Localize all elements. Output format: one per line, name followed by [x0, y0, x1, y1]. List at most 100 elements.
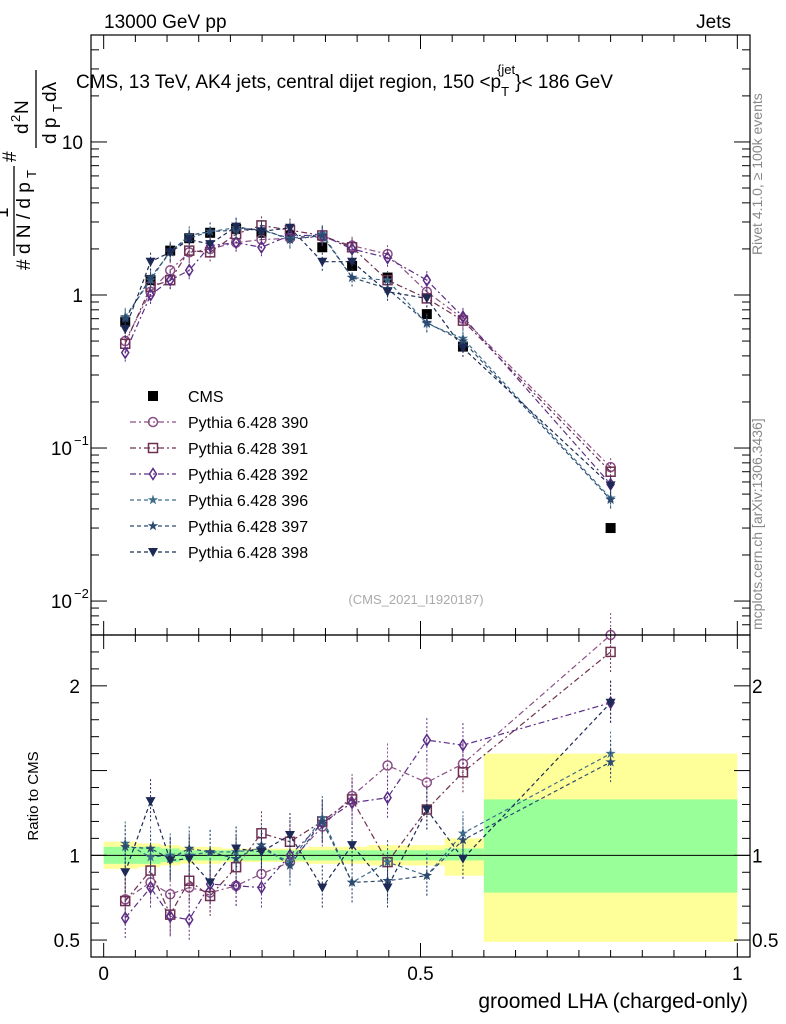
plot-title-sup: {jet — [497, 62, 515, 77]
ratio-point — [382, 760, 393, 771]
ratio-point — [422, 733, 432, 747]
ratio-point — [165, 856, 176, 866]
ratio-point — [382, 856, 393, 867]
band-green-12 — [444, 848, 484, 861]
ratio-point — [421, 805, 432, 815]
data-point — [256, 227, 267, 237]
data-point — [165, 248, 176, 258]
header-right: Jets — [696, 12, 731, 33]
ratio-point — [346, 794, 358, 805]
y-axis-label-main: # d N / d p T 1 # d p T dλ d 2 N — [0, 70, 65, 270]
svg-text:2: 2 — [8, 115, 23, 122]
ratio-point — [256, 847, 267, 857]
y-tick-label-ratio-right: 1 — [752, 846, 763, 867]
ratio-point — [382, 875, 393, 886]
analysis-id: (CMS_2021_I1920187) — [348, 592, 483, 607]
svg-text:1: 1 — [0, 207, 13, 218]
data-point — [120, 324, 131, 334]
y-tick-label-main: 10 — [51, 439, 72, 460]
ratio-point — [421, 777, 433, 788]
data-series — [119, 216, 616, 942]
legend-item: Pythia 6.428 390 — [130, 415, 308, 432]
data-point — [120, 345, 130, 360]
data-point — [184, 235, 195, 245]
ratio-point — [284, 860, 296, 870]
data-point — [205, 240, 216, 250]
legend-label: CMS — [188, 389, 224, 406]
data-point — [231, 235, 241, 250]
y-tick-label-ratio: 2 — [69, 677, 80, 698]
y-tick-label-main: 1 — [72, 286, 83, 307]
data-point — [184, 263, 194, 278]
legend-item: Pythia 6.428 392 — [130, 467, 308, 484]
ratio-point — [231, 878, 241, 893]
legend-marker — [147, 442, 159, 454]
x-axis-label: groomed LHA (charged-only) — [478, 990, 748, 1013]
series-line — [124, 225, 612, 486]
ratio-point — [383, 790, 392, 805]
ratio-point — [346, 876, 358, 887]
ratio-point — [146, 880, 155, 895]
ratio-point — [347, 795, 357, 810]
y-tick-label-ratio-right: 2 — [752, 677, 763, 698]
ratio-point — [457, 767, 469, 778]
legend-label: Pythia 6.428 392 — [188, 467, 308, 484]
rivet-label: Rivet 4.1.0, ≥ 100k events — [749, 93, 765, 255]
band-green-13 — [483, 799, 738, 893]
data-point — [382, 274, 393, 285]
ratio-point — [317, 883, 328, 893]
ratio-point — [184, 854, 195, 864]
data-point — [231, 222, 242, 232]
ratio-point — [183, 875, 195, 886]
legend-marker — [147, 416, 159, 428]
data-point — [457, 344, 468, 354]
data-point — [422, 273, 432, 288]
ratio-point — [120, 911, 130, 925]
ratio-uncertainty-bands — [103, 753, 738, 942]
legend-marker — [147, 494, 159, 505]
data-point — [284, 223, 295, 233]
y-tick-label-main: 10 — [51, 592, 72, 613]
ratio-point — [184, 843, 195, 853]
series-pythia-6-428-398 — [120, 217, 616, 495]
ratio-point — [457, 854, 468, 864]
svg-text:T: T — [24, 170, 39, 178]
svg-text:#: # — [14, 259, 35, 270]
ratio-line — [124, 651, 611, 916]
legend-label: Pythia 6.428 397 — [188, 519, 308, 536]
ratio-point — [458, 738, 468, 753]
ratio-pythia-6-428-398 — [120, 680, 616, 910]
y-tick-label-ratio: 1 — [69, 846, 80, 867]
data-point — [165, 273, 175, 288]
ratio-point — [421, 870, 433, 881]
ratio-point — [120, 868, 131, 878]
data-point — [382, 287, 393, 297]
ratio-point — [256, 839, 267, 850]
y-tick-label-ratio: 0.5 — [54, 931, 80, 952]
y-tick-label-ratio-right: 0.5 — [752, 931, 778, 952]
ratio-point — [382, 883, 393, 893]
plot-title-main: CMS, 13 TeV, AK4 jets, central dijet reg… — [76, 72, 501, 93]
data-point — [284, 234, 296, 245]
data-point — [204, 226, 216, 236]
series-line — [124, 224, 612, 473]
y-tick-label-main: 10 — [62, 133, 83, 154]
ratio-plot-frame — [90, 634, 751, 958]
data-point — [145, 257, 156, 267]
data-point — [317, 229, 328, 240]
y-tick-label-exp: −2 — [74, 586, 89, 601]
x-tick-label: 0 — [98, 964, 109, 985]
y-tick-label-exp: −1 — [74, 433, 89, 448]
legend-item: Pythia 6.428 397 — [130, 519, 308, 536]
ratio-point — [231, 844, 242, 854]
data-point — [120, 313, 131, 324]
data-point — [146, 288, 155, 302]
svg-text:#: # — [0, 151, 21, 162]
plot-title-sub: T — [501, 84, 509, 99]
data-point — [383, 250, 392, 265]
svg-text:d: d — [12, 123, 33, 134]
legend-marker — [148, 391, 158, 401]
legend-label: Pythia 6.428 390 — [188, 415, 308, 432]
